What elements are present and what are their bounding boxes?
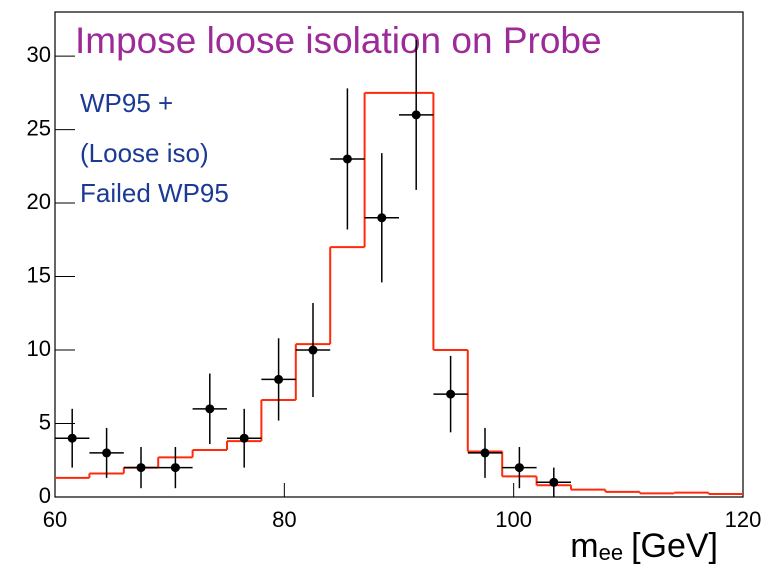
data-point	[239, 433, 249, 443]
data-point	[170, 463, 180, 473]
y-tick-label: 20	[27, 189, 51, 214]
y-tick-label: 0	[39, 483, 51, 508]
y-tick-label: 30	[27, 42, 51, 67]
data-point	[411, 110, 421, 120]
annotation: (Loose iso)	[80, 138, 209, 168]
data-point	[67, 433, 77, 443]
data-point	[514, 463, 524, 473]
y-tick-label: 25	[27, 115, 51, 140]
x-label-subscript: ee	[599, 540, 623, 565]
x-axis-label: mee [GeV]	[570, 527, 718, 565]
y-tick-label: 15	[27, 262, 51, 287]
data-point	[205, 404, 215, 414]
data-point	[342, 154, 352, 164]
data-point	[480, 448, 490, 458]
x-label-unit: [GeV]	[631, 527, 718, 565]
x-label-symbol: m	[570, 527, 598, 565]
data-point	[274, 374, 284, 384]
data-point	[136, 463, 146, 473]
y-tick-label: 10	[27, 336, 51, 361]
data-point	[308, 345, 318, 355]
plot-frame	[54, 11, 744, 498]
x-tick-label: 120	[725, 507, 762, 532]
data-point	[549, 477, 559, 487]
data-point	[446, 389, 456, 399]
y-tick-label: 5	[39, 409, 51, 434]
data-point	[377, 213, 387, 223]
x-tick-label: 100	[495, 507, 532, 532]
annotation: WP95 +	[80, 88, 173, 118]
data-point	[102, 448, 112, 458]
annotation: Failed WP95	[80, 178, 229, 208]
chart-title: Impose loose isolation on Probe	[75, 20, 602, 61]
x-tick-label: 60	[43, 507, 67, 532]
x-tick-label: 80	[272, 507, 296, 532]
